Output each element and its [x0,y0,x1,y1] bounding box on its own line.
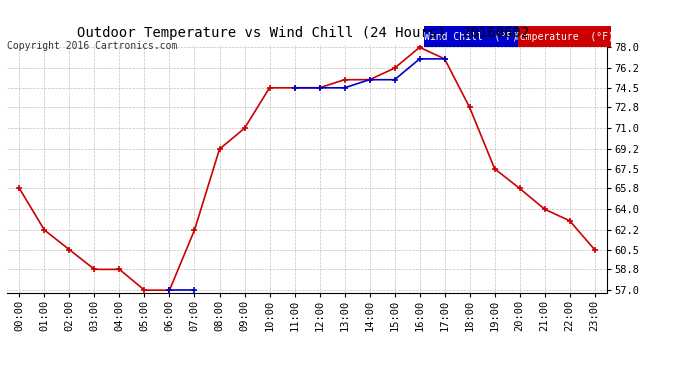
Text: Temperature  (°F): Temperature (°F) [514,32,614,42]
Text: Copyright 2016 Cartronics.com: Copyright 2016 Cartronics.com [7,41,177,51]
Text: Outdoor Temperature vs Wind Chill (24 Hours)  20160602: Outdoor Temperature vs Wind Chill (24 Ho… [77,26,530,40]
Text: Wind Chill  (°F): Wind Chill (°F) [424,32,518,42]
